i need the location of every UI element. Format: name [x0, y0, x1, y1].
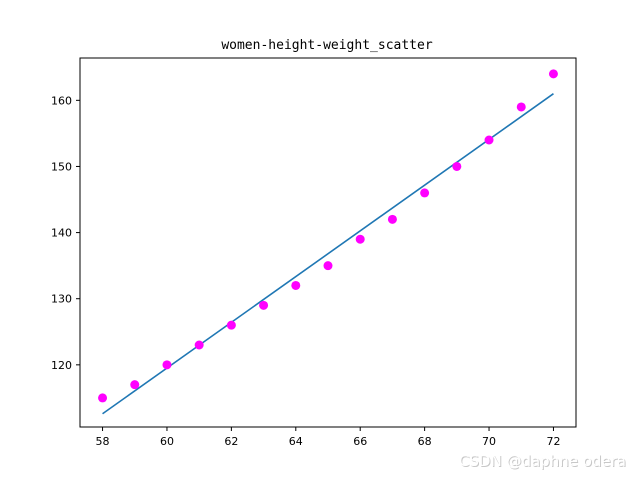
- scatter-point-9: [388, 215, 397, 224]
- scatter-point-8: [356, 235, 365, 244]
- scatter-point-10: [420, 188, 429, 197]
- scatter-point-4: [227, 321, 236, 330]
- scatter-point-5: [259, 301, 268, 310]
- scatter-point-0: [98, 393, 107, 402]
- y-tick-label-0: 120: [51, 359, 72, 372]
- x-tick-label-0: 58: [96, 435, 110, 448]
- scatter-point-3: [195, 341, 204, 350]
- x-tick-label-4: 66: [353, 435, 367, 448]
- scatter-point-6: [291, 281, 300, 290]
- chart-title: women-height-weight_scatter: [221, 38, 432, 53]
- y-tick-label-1: 130: [51, 293, 72, 306]
- scatter-point-14: [549, 69, 558, 78]
- scatter-point-13: [517, 102, 526, 111]
- x-tick-label-2: 62: [224, 435, 238, 448]
- scatter-point-12: [485, 136, 494, 145]
- scatter-point-1: [130, 380, 139, 389]
- watermark: CSDN @daphne odera: [459, 452, 626, 470]
- x-tick-label-1: 60: [160, 435, 174, 448]
- x-tick-label-6: 70: [482, 435, 496, 448]
- scatter-point-2: [162, 360, 171, 369]
- y-tick-label-3: 150: [51, 160, 72, 173]
- x-tick-label-5: 68: [418, 435, 432, 448]
- x-tick-label-7: 72: [546, 435, 560, 448]
- scatter-point-7: [324, 261, 333, 270]
- x-tick-label-3: 64: [289, 435, 303, 448]
- y-tick-label-4: 160: [51, 94, 72, 107]
- scatter-point-11: [452, 162, 461, 171]
- y-tick-label-2: 140: [51, 227, 72, 240]
